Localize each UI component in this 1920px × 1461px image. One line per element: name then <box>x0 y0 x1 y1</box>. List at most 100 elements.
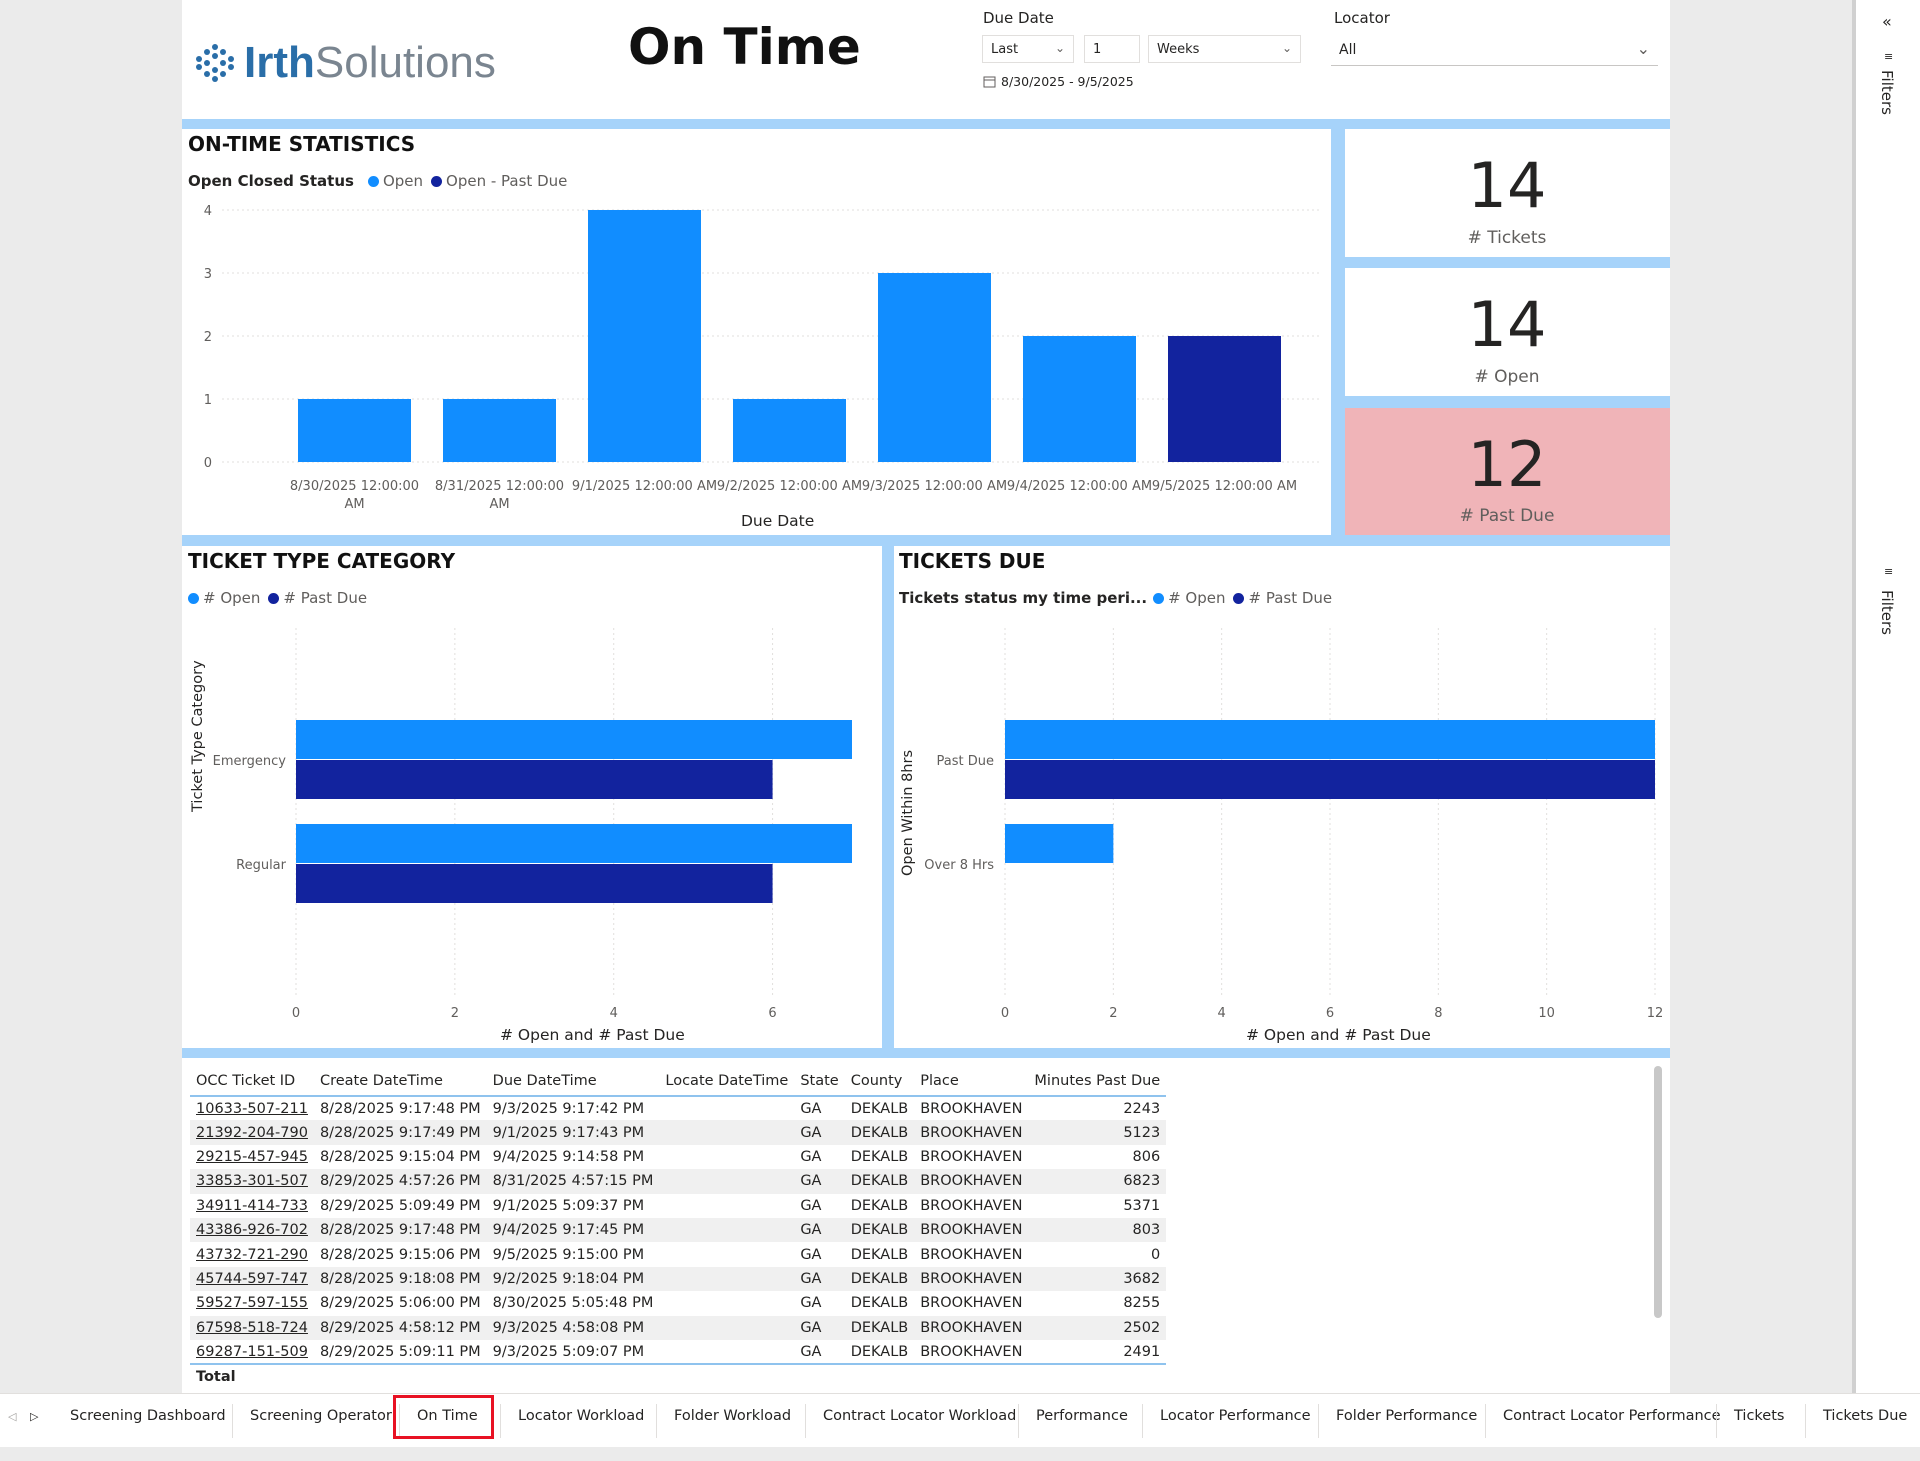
x-tick-label: 9/5/2025 12:00:00 AM <box>1152 479 1297 494</box>
tab-separator <box>232 1404 233 1438</box>
table-cell[interactable]: 21392-204-790 <box>190 1120 314 1145</box>
table-cell: GA <box>794 1169 845 1194</box>
tab-scroll-right-icon[interactable]: ▷ <box>30 1410 39 1423</box>
filters-label[interactable]: Filters <box>1878 70 1896 115</box>
table-cell: GA <box>800 1100 822 1117</box>
table-cell: 2502 <box>1028 1315 1167 1340</box>
tickets-card-label: # Tickets <box>1467 228 1547 248</box>
table-cell: 9/3/2025 5:09:07 PM <box>492 1343 645 1360</box>
table-row[interactable]: 43732-721-290 8/28/2025 9:15:06 PM 9/5/202… <box>190 1242 1166 1266</box>
tab-tickets-due[interactable]: Tickets Due <box>1823 1408 1908 1424</box>
tab-tickets[interactable]: Tickets <box>1734 1408 1785 1424</box>
table-cell: 9/3/2025 9:17:42 PM <box>492 1100 645 1117</box>
col-header[interactable]: Place <box>914 1066 1029 1097</box>
x-tick-label: 2 <box>1109 1006 1117 1021</box>
table-cell: BROOKHAVEN <box>914 1266 1029 1292</box>
table-cell: 8255 <box>1123 1295 1161 1312</box>
pane-divider <box>1852 0 1856 1393</box>
table-cell[interactable]: 29215-457-945 <box>196 1148 308 1165</box>
table-cell: 803 <box>1028 1217 1167 1243</box>
col-header[interactable]: State <box>794 1066 845 1097</box>
bar <box>588 210 701 462</box>
tickets-due-chart: 0 2 4 6 8 10 12 Past Due Over 8 Hrs <box>924 628 1663 1021</box>
legend-title: Tickets status my time peri... <box>899 589 1148 607</box>
x-tick-label: AM <box>344 497 364 512</box>
table-cell[interactable]: 59527-597-155 <box>196 1295 308 1312</box>
tab-performance[interactable]: Performance <box>1036 1408 1128 1424</box>
legend-marker <box>188 592 199 604</box>
table-row[interactable]: 43386-926-702 8/28/2025 9:17:48 PM 9/4/202… <box>190 1217 1167 1243</box>
bar <box>296 824 852 863</box>
table-cell[interactable]: 43386-926-702 <box>190 1217 314 1243</box>
logo-text-bold: Irth <box>244 38 315 87</box>
x-tick-label: 0 <box>292 1006 300 1021</box>
table-cell[interactable]: 43732-721-290 <box>196 1246 308 1263</box>
y-tick-label: 3 <box>204 267 212 282</box>
table-cell: 8/31/2025 4:57:15 PM <box>486 1169 660 1194</box>
table-cell[interactable]: 34911-414-733 <box>196 1197 308 1214</box>
legend-marker <box>1153 592 1165 604</box>
table-row[interactable]: 45744-597-747 8/28/2025 9:18:08 PM 9/2/202… <box>190 1266 1167 1292</box>
table-cell[interactable]: 33853-301-507 <box>190 1169 314 1194</box>
col-header[interactable]: OCC Ticket ID <box>190 1066 314 1097</box>
tab-on-time[interactable]: On Time <box>417 1408 478 1424</box>
table-scrollbar[interactable] <box>1654 1066 1662 1318</box>
table-cell <box>659 1266 795 1292</box>
tab-contract-locator-workload[interactable]: Contract Locator Workload <box>823 1408 1017 1424</box>
col-header[interactable]: Locate DateTime <box>659 1066 795 1097</box>
col-header[interactable]: Due DateTime <box>486 1066 660 1097</box>
table-row[interactable]: 10633-507-211 8/28/2025 9:17:48 PM 9/3/202… <box>190 1096 1166 1120</box>
y-tick-label: Past Due <box>937 754 994 769</box>
chart-ylabel: Open Within 8hrs <box>900 749 916 876</box>
table-cell: 8/29/2025 5:09:49 PM <box>319 1197 481 1214</box>
tab-locator-performance[interactable]: Locator Performance <box>1160 1408 1311 1424</box>
relative-unit-dropdown[interactable]: Weeks ⌄ <box>1148 35 1301 63</box>
filters-label[interactable]: Filters <box>1878 590 1896 635</box>
table-cell: BROOKHAVEN <box>920 1197 1023 1214</box>
chevron-down-icon: ⌄ <box>1636 39 1650 58</box>
table-cell: 806 <box>1132 1148 1161 1165</box>
table-cell <box>313 1363 487 1389</box>
tickets-card: 14 # Tickets <box>1345 129 1670 257</box>
col-header[interactable]: Minutes Past Due <box>1028 1066 1167 1097</box>
table-cell[interactable]: 45744-597-747 <box>190 1266 314 1292</box>
relative-count-input[interactable]: 1 <box>1084 35 1140 63</box>
table-row[interactable]: 67598-518-724 8/29/2025 4:58:12 PM 9/3/202… <box>190 1315 1167 1340</box>
table-cell[interactable]: 69287-151-509 <box>196 1343 308 1360</box>
on-time-stats-legend: Open Closed Status Open Open - Past Due <box>188 172 567 190</box>
table-row[interactable]: 21392-204-790 8/28/2025 9:17:49 PM 9/1/202… <box>190 1120 1167 1145</box>
table-cell <box>659 1217 795 1243</box>
col-header[interactable]: Create DateTime <box>313 1066 487 1097</box>
legend-entry: # Past Due <box>283 589 368 607</box>
tab-locator-workload[interactable]: Locator Workload <box>518 1408 645 1424</box>
x-tick-label: 8/31/2025 12:00:00 <box>435 479 564 494</box>
table-cell <box>659 1291 794 1315</box>
table-row[interactable]: 69287-151-509 8/29/2025 5:09:11 PM 9/3/202… <box>190 1340 1166 1364</box>
logo-text-light: Solutions <box>314 38 496 87</box>
table-cell[interactable]: 10633-507-211 <box>196 1100 308 1117</box>
table-row[interactable]: 34911-414-733 8/29/2025 5:09:49 PM 9/1/202… <box>190 1194 1166 1218</box>
tab-separator <box>656 1404 657 1438</box>
table-cell: BROOKHAVEN <box>920 1148 1023 1165</box>
table-row[interactable]: 33853-301-507 8/29/2025 4:57:26 PM 8/31/20… <box>190 1169 1167 1194</box>
table-cell <box>659 1315 795 1340</box>
tab-folder-performance[interactable]: Folder Performance <box>1336 1408 1478 1424</box>
table-cell: 9/1/2025 9:17:43 PM <box>486 1120 660 1145</box>
tab-folder-workload[interactable]: Folder Workload <box>674 1408 792 1424</box>
bar <box>733 399 846 462</box>
tab-screening-operator[interactable]: Screening Operator <box>250 1408 392 1424</box>
tab-screening-dashboard[interactable]: Screening Dashboard <box>70 1408 226 1424</box>
tab-separator <box>805 1404 806 1438</box>
tab-scroll-left-icon[interactable]: ◁ <box>8 1410 17 1423</box>
table-row[interactable]: 29215-457-945 8/28/2025 9:15:04 PM 9/4/202… <box>190 1145 1166 1169</box>
relative-mode-dropdown[interactable]: Last ⌄ <box>982 35 1074 63</box>
locator-dropdown[interactable]: All ⌄ <box>1331 36 1658 66</box>
table-cell: 9/5/2025 9:15:00 PM <box>492 1246 645 1263</box>
bar <box>296 864 773 903</box>
tab-contract-locator-performance[interactable]: Contract Locator Performance <box>1503 1408 1721 1424</box>
table-cell[interactable]: 67598-518-724 <box>190 1315 314 1340</box>
col-header[interactable]: County <box>844 1066 915 1097</box>
table-row[interactable]: 59527-597-155 8/29/2025 5:06:00 PM 8/30/20… <box>190 1291 1166 1315</box>
collapse-filters-icon[interactable]: « <box>1882 12 1892 31</box>
table-cell: DEKALB <box>844 1217 915 1243</box>
